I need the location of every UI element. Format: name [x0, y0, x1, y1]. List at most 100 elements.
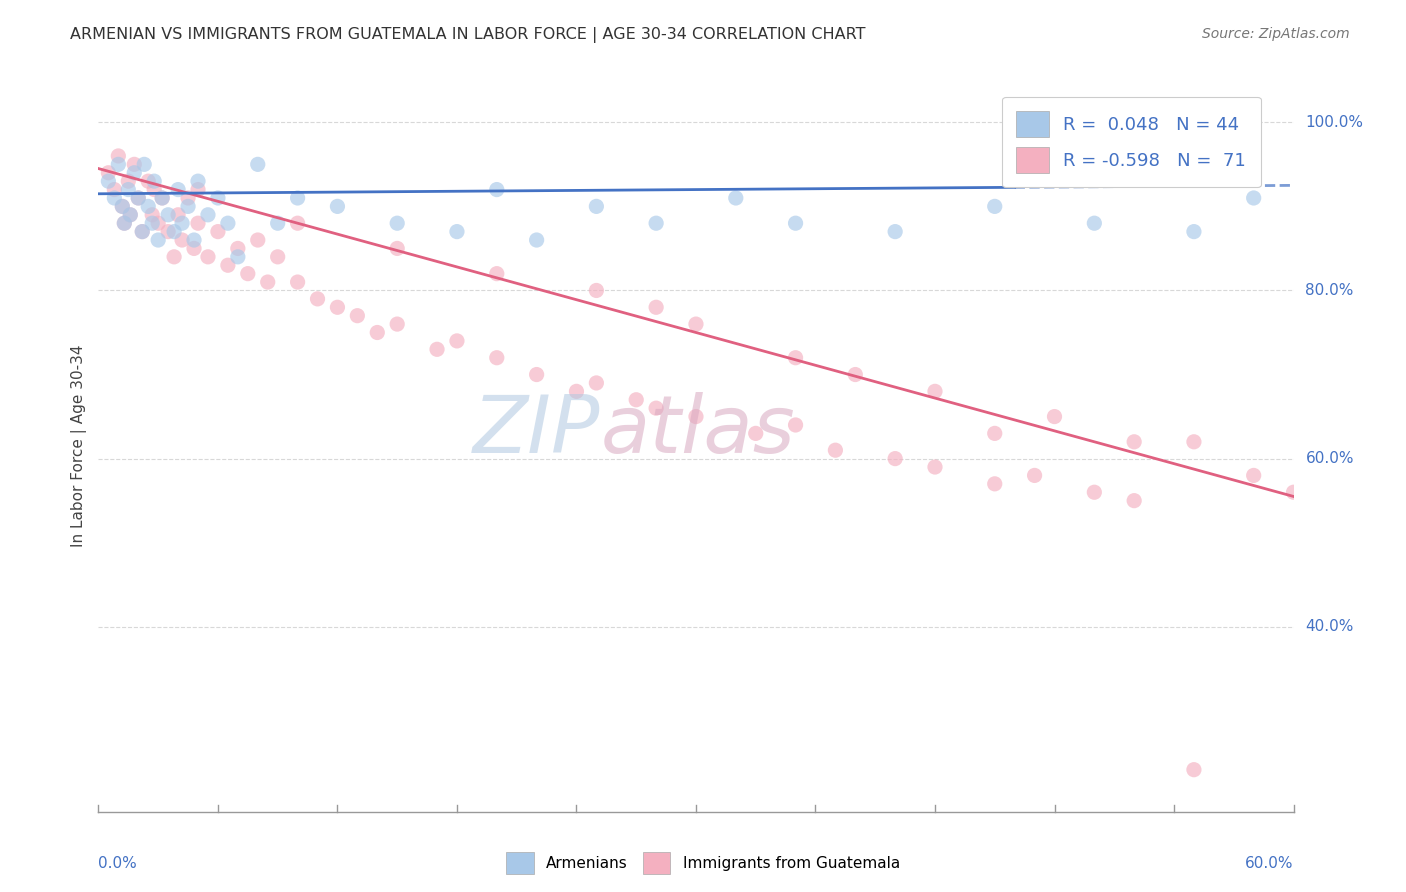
Point — [148, 233, 170, 247]
Text: 0.0%: 0.0% — [98, 855, 138, 871]
Point — [226, 250, 249, 264]
Text: ZIP: ZIP — [472, 392, 600, 470]
Point — [187, 183, 209, 197]
Point — [884, 451, 907, 466]
Point — [141, 208, 163, 222]
Point — [785, 351, 807, 365]
Point — [112, 216, 135, 230]
Point — [385, 317, 409, 331]
Point — [526, 368, 548, 382]
Point — [785, 216, 807, 230]
Point — [745, 426, 768, 441]
Point — [1182, 434, 1205, 449]
Legend: R =  0.048   N = 44, R = -0.598   N =  71: R = 0.048 N = 44, R = -0.598 N = 71 — [1002, 96, 1261, 187]
Point — [120, 208, 142, 222]
Point — [366, 326, 388, 340]
Point — [150, 191, 173, 205]
Point — [1182, 225, 1205, 239]
Point — [983, 426, 1005, 441]
Point — [124, 166, 146, 180]
Point — [267, 216, 290, 230]
Point — [645, 300, 668, 314]
Point — [1182, 763, 1205, 777]
Point — [117, 174, 139, 188]
Point — [256, 275, 278, 289]
Text: 80.0%: 80.0% — [1305, 283, 1354, 298]
Point — [120, 208, 142, 222]
Point — [267, 250, 290, 264]
Point — [167, 208, 190, 222]
Point — [1123, 434, 1146, 449]
Y-axis label: In Labor Force | Age 30-34: In Labor Force | Age 30-34 — [72, 344, 87, 548]
Text: atlas: atlas — [600, 392, 796, 470]
Point — [177, 191, 200, 205]
Point — [824, 443, 846, 458]
Point — [217, 258, 239, 272]
Point — [150, 191, 173, 205]
Point — [426, 343, 449, 357]
Point — [187, 216, 209, 230]
Point — [197, 208, 219, 222]
Point — [107, 149, 129, 163]
Point — [157, 225, 180, 239]
Point — [983, 476, 1005, 491]
Point — [1123, 493, 1146, 508]
Point — [163, 250, 186, 264]
Point — [157, 208, 180, 222]
Point — [307, 292, 329, 306]
Legend: Armenians, Immigrants from Guatemala: Armenians, Immigrants from Guatemala — [501, 846, 905, 880]
Point — [246, 233, 269, 247]
Point — [226, 242, 249, 256]
Point — [446, 334, 468, 348]
Point — [624, 392, 647, 407]
Point — [485, 183, 508, 197]
Point — [1024, 468, 1046, 483]
Point — [207, 191, 229, 205]
Text: 100.0%: 100.0% — [1305, 115, 1364, 130]
Point — [685, 317, 707, 331]
Point — [287, 275, 309, 289]
Point — [97, 174, 120, 188]
Point — [685, 409, 707, 424]
Point — [163, 225, 186, 239]
Point — [134, 157, 156, 171]
Point — [924, 384, 946, 399]
Text: 60.0%: 60.0% — [1305, 451, 1354, 467]
Point — [172, 233, 194, 247]
Point — [148, 216, 170, 230]
Point — [287, 191, 309, 205]
Text: 40.0%: 40.0% — [1305, 619, 1354, 634]
Point — [1243, 191, 1265, 205]
Point — [187, 174, 209, 188]
Point — [111, 199, 134, 213]
Point — [326, 199, 349, 213]
Text: Source: ZipAtlas.com: Source: ZipAtlas.com — [1202, 27, 1350, 41]
Point — [565, 384, 588, 399]
Point — [143, 174, 166, 188]
Point — [167, 183, 190, 197]
Point — [724, 191, 747, 205]
Point — [143, 183, 166, 197]
Point — [103, 191, 125, 205]
Point — [585, 376, 607, 390]
Point — [103, 183, 125, 197]
Point — [136, 174, 159, 188]
Point — [485, 351, 508, 365]
Point — [585, 284, 607, 298]
Point — [197, 250, 219, 264]
Point — [844, 368, 866, 382]
Point — [526, 233, 548, 247]
Point — [1083, 216, 1105, 230]
Point — [1282, 485, 1305, 500]
Point — [287, 216, 309, 230]
Point — [1243, 468, 1265, 483]
Point — [117, 183, 139, 197]
Point — [236, 267, 259, 281]
Point — [127, 191, 149, 205]
Point — [346, 309, 368, 323]
Point — [183, 242, 205, 256]
Point — [645, 401, 668, 416]
Point — [326, 300, 349, 314]
Point — [172, 216, 194, 230]
Point — [183, 233, 205, 247]
